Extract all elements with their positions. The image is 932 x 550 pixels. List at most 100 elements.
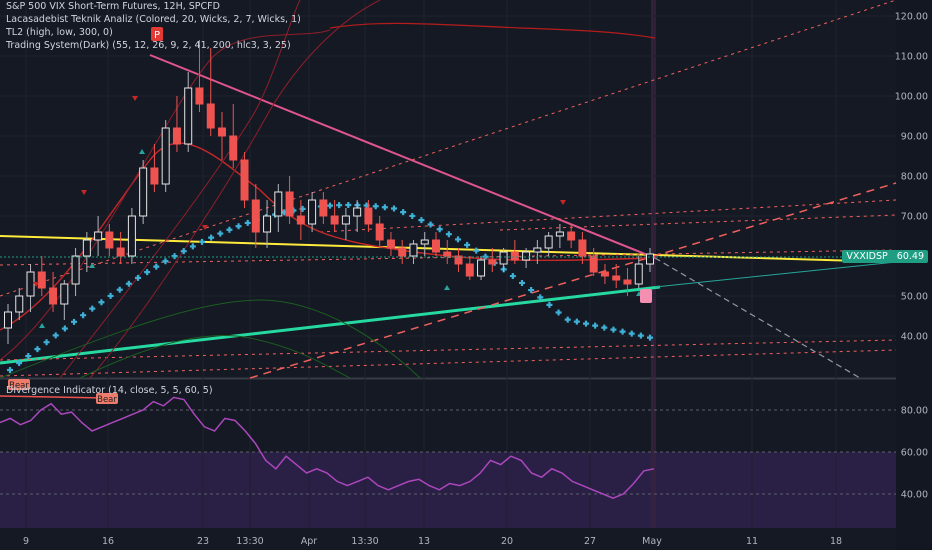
trail-cross-19 bbox=[180, 248, 187, 255]
trail-cross-64 bbox=[592, 322, 599, 329]
y-tick-2: 100.00 bbox=[895, 92, 928, 103]
y-tick-1: 110.00 bbox=[895, 52, 928, 63]
trail-cross-18 bbox=[171, 253, 178, 260]
trail-cross-68 bbox=[628, 330, 635, 337]
trail-cross-49 bbox=[455, 236, 461, 243]
candle-body-32 bbox=[364, 207, 373, 225]
green-arc-1 bbox=[0, 299, 421, 379]
dashed-level-5 bbox=[499, 214, 897, 231]
trail-cross-44 bbox=[409, 212, 416, 219]
trail-cross-7 bbox=[71, 318, 77, 325]
candle-body-49 bbox=[555, 231, 564, 237]
indicator-legend-2[interactable]: Trading System(Dark) (55, 12, 26, 9, 2, … bbox=[6, 40, 291, 51]
x-tick-1: 16 bbox=[102, 536, 114, 547]
trail-cross-62 bbox=[573, 318, 580, 325]
indicator-legend-0[interactable]: Lacasadebist Teknik Analiz (Colored, 20,… bbox=[6, 14, 301, 25]
trail-cross-16 bbox=[153, 263, 160, 270]
y-tick-7: 40.00 bbox=[901, 332, 928, 343]
legend: S&P 500 VIX Short-Term Futures, 12H, SPC… bbox=[6, 0, 301, 52]
oscillator-title[interactable]: Divergence Indicator (14, close, 5, 5, 6… bbox=[6, 385, 213, 396]
candle-body-11 bbox=[127, 215, 136, 257]
candle-body-17 bbox=[195, 87, 204, 105]
candle-body-45 bbox=[510, 251, 519, 261]
dashed-fan-1 bbox=[249, 182, 897, 379]
candle-body-55 bbox=[623, 279, 632, 285]
x-tick-6: 13 bbox=[418, 536, 430, 547]
warning-marker-box bbox=[640, 289, 652, 303]
candle-body-23 bbox=[263, 215, 272, 233]
trail-cross-43 bbox=[400, 209, 407, 216]
trail-cross-51 bbox=[473, 247, 480, 254]
trail-cross-9 bbox=[89, 305, 96, 312]
osc-y-tick-0: 80.00 bbox=[901, 406, 928, 417]
dashed-level-2 bbox=[0, 339, 897, 361]
x-tick-2: 23 bbox=[197, 536, 209, 547]
trail-cross-48 bbox=[445, 231, 452, 238]
down-triangle-1 bbox=[132, 96, 138, 101]
candle-body-26 bbox=[296, 215, 305, 225]
candle-body-37 bbox=[420, 239, 429, 245]
osc-y-tick-2: 40.00 bbox=[901, 490, 928, 501]
x-tick-9: May bbox=[642, 536, 662, 547]
x-tick-0: 9 bbox=[23, 536, 29, 547]
candle-body-46 bbox=[522, 251, 531, 261]
upper-band-top bbox=[329, 22, 656, 39]
x-tick-5: 13:30 bbox=[351, 536, 378, 547]
candle-body-54 bbox=[612, 275, 621, 281]
osc-y-tick-1: 60.00 bbox=[901, 448, 928, 459]
x-tick-11: 18 bbox=[830, 536, 842, 547]
x-tick-7: 20 bbox=[501, 536, 513, 547]
trail-cross-17 bbox=[162, 258, 169, 265]
candle-body-0 bbox=[4, 311, 12, 329]
upper-band-3 bbox=[89, 0, 381, 379]
trail-cross-22 bbox=[208, 234, 215, 241]
candle-body-19 bbox=[218, 127, 226, 137]
trail-cross-46 bbox=[427, 221, 434, 228]
oscillator-band bbox=[0, 452, 896, 528]
candle-body-47 bbox=[533, 247, 542, 253]
bear-label-2: Bear bbox=[97, 395, 117, 405]
candle-body-34 bbox=[386, 239, 395, 249]
candle-body-41 bbox=[465, 263, 474, 277]
up-triangle-1 bbox=[139, 149, 145, 154]
price-axis-background bbox=[896, 0, 932, 550]
last-price-value: 60.49 bbox=[896, 251, 924, 262]
x-tick-4: Apr bbox=[301, 536, 318, 547]
last-price-tag: VXXIDSP 60.49 bbox=[842, 250, 928, 263]
trail-cross-66 bbox=[610, 326, 617, 333]
trail-cross-50 bbox=[464, 241, 471, 248]
candle-body-21 bbox=[240, 159, 249, 201]
candle-body-4 bbox=[49, 287, 58, 305]
candle-body-53 bbox=[600, 271, 609, 277]
indicator-legend-1[interactable]: TL2 (high, low, 300, 0) bbox=[6, 27, 113, 38]
candle-body-24 bbox=[274, 191, 283, 217]
trail-cross-2 bbox=[25, 353, 32, 360]
candle-body-2 bbox=[26, 271, 35, 297]
candle-body-36 bbox=[409, 243, 418, 257]
trail-cross-11 bbox=[107, 292, 114, 299]
candle-body-42 bbox=[477, 259, 486, 277]
x-tick-10: 11 bbox=[746, 536, 758, 547]
resistance-line-yellow bbox=[0, 235, 897, 263]
y-tick-5: 70.00 bbox=[901, 212, 928, 223]
candle-body-20 bbox=[229, 135, 238, 161]
chart-title[interactable]: S&P 500 VIX Short-Term Futures, 12H, SPC… bbox=[6, 1, 220, 12]
bear-divergence-line bbox=[0, 395, 106, 399]
trail-cross-25 bbox=[235, 223, 242, 230]
trail-cross-13 bbox=[125, 280, 132, 287]
trail-cross-45 bbox=[418, 217, 425, 224]
trail-cross-58 bbox=[537, 294, 544, 301]
candle-body-5 bbox=[60, 283, 69, 305]
dashed-fan-2 bbox=[0, 0, 897, 297]
candle-body-40 bbox=[454, 255, 463, 265]
trail-cross-59 bbox=[546, 301, 553, 308]
trail-cross-20 bbox=[189, 243, 196, 250]
trail-cross-6 bbox=[61, 325, 68, 332]
y-tick-4: 80.00 bbox=[901, 172, 928, 183]
candle-body-10 bbox=[116, 247, 125, 257]
candle-body-8 bbox=[94, 231, 103, 241]
candle-body-1 bbox=[15, 295, 24, 313]
candle-body-6 bbox=[71, 255, 80, 285]
trail-cross-14 bbox=[135, 274, 141, 281]
